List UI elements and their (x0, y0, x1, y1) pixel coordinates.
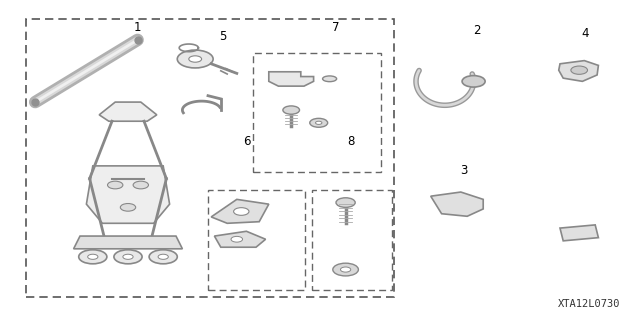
Circle shape (571, 66, 588, 74)
Circle shape (462, 76, 485, 87)
Ellipse shape (323, 76, 337, 82)
Circle shape (234, 208, 249, 215)
Circle shape (283, 106, 300, 114)
Polygon shape (86, 166, 170, 223)
Polygon shape (99, 102, 157, 121)
Text: 2: 2 (473, 24, 481, 37)
Circle shape (177, 50, 213, 68)
Text: 1: 1 (134, 21, 141, 33)
Text: 7: 7 (332, 21, 340, 33)
Text: 4: 4 (582, 27, 589, 40)
Polygon shape (560, 225, 598, 241)
Circle shape (120, 204, 136, 211)
Circle shape (310, 118, 328, 127)
Circle shape (88, 254, 98, 259)
Circle shape (231, 236, 243, 242)
Polygon shape (214, 231, 266, 247)
Circle shape (316, 121, 322, 124)
Text: 8: 8 (347, 136, 355, 148)
Circle shape (333, 263, 358, 276)
Text: 6: 6 (243, 136, 250, 148)
Circle shape (79, 250, 107, 264)
Circle shape (189, 56, 202, 62)
Circle shape (149, 250, 177, 264)
Text: 3: 3 (460, 164, 468, 177)
Text: 5: 5 (219, 30, 227, 43)
Circle shape (108, 181, 123, 189)
Polygon shape (211, 199, 269, 223)
Polygon shape (431, 192, 483, 216)
Circle shape (123, 254, 133, 259)
Bar (208, 190, 305, 290)
Bar (312, 190, 392, 290)
Bar (26, 19, 394, 297)
Polygon shape (74, 236, 182, 249)
Polygon shape (269, 72, 314, 86)
Circle shape (133, 181, 148, 189)
Circle shape (158, 254, 168, 259)
Bar (253, 53, 381, 172)
Polygon shape (559, 61, 598, 81)
Circle shape (340, 267, 351, 272)
Circle shape (336, 198, 355, 207)
Text: XTA12L0730: XTA12L0730 (558, 300, 621, 309)
Circle shape (114, 250, 142, 264)
